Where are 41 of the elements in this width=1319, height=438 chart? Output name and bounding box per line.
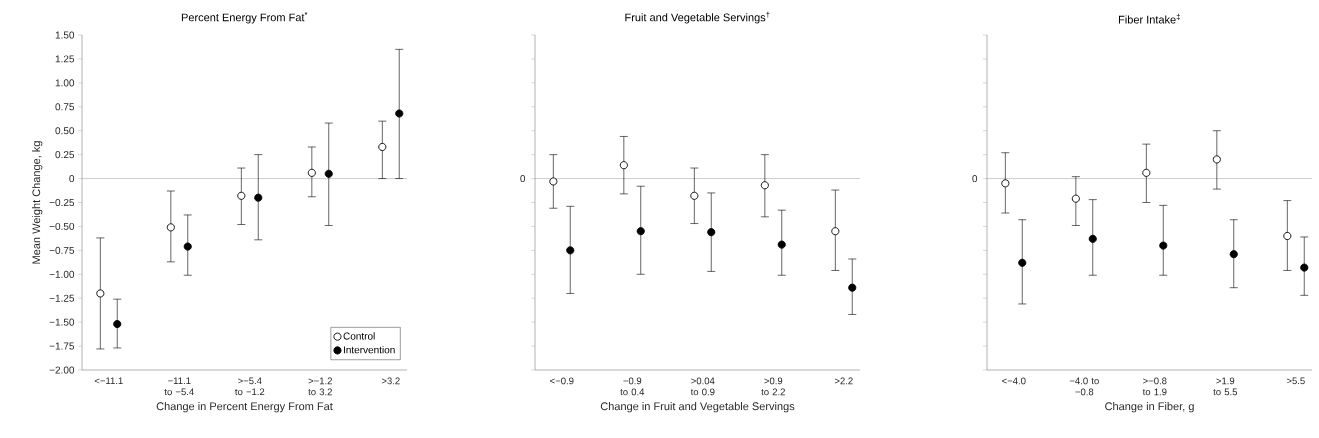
y-tick-label: −0.75 — [49, 246, 75, 254]
x-axis-title: Change in Fiber, g — [1105, 402, 1194, 413]
y-axis-title: Mean Weight Change, kg — [32, 141, 43, 264]
y-tick-label: 0.25 — [55, 151, 75, 159]
y-tick-label: −0.50 — [49, 222, 75, 230]
x-axis-title: Change in Fruit and Vegetable Servings — [600, 402, 795, 413]
chart-title: Percent Energy From Fat$^{*}$ — [181, 11, 308, 24]
x-tick-label: −11.1 to −5.4 — [164, 377, 194, 396]
ref-line-label: 0 — [520, 175, 526, 183]
x-tick-label: −0.9 to 0.4 — [620, 377, 645, 396]
x-tick-label: −4.0 to −0.8 — [1069, 377, 1099, 396]
ref-line-label: 0 — [972, 175, 978, 183]
x-axis-title: Change in Percent Energy From Fat — [156, 402, 333, 413]
x-tick-label: >5.5 — [1286, 377, 1305, 385]
x-tick-label: >−5.4 to −1.2 — [235, 377, 265, 396]
x-tick-label: <−4.0 — [1002, 377, 1026, 385]
y-tick-label: −0.25 — [49, 198, 75, 207]
legend-label: Intervention — [343, 346, 395, 354]
x-tick-label: >0.9 to 2.2 — [761, 377, 785, 396]
x-tick-label: >1.9 to 5.5 — [1213, 377, 1238, 396]
x-tick-label: <−11.1 — [94, 377, 123, 385]
y-tick-label: −1.50 — [49, 318, 75, 326]
y-tick-label: −1.00 — [49, 270, 75, 278]
y-tick-label: 1.50 — [55, 31, 75, 39]
y-tick-label: −1.75 — [49, 342, 75, 350]
x-tick-label: >−1.2 to 3.2 — [308, 377, 332, 396]
x-tick-label: >0.04 to 0.9 — [690, 377, 715, 396]
chart-title: Fiber Intake$^{‡}$ — [1118, 13, 1180, 24]
x-tick-label: <−0.9 — [550, 377, 574, 385]
x-tick-label: >−0.8 to 1.9 — [1142, 377, 1167, 396]
y-tick-label: 0.50 — [55, 127, 75, 135]
y-tick-label: 1.00 — [55, 79, 75, 87]
x-tick-label: >2.2 — [834, 377, 853, 385]
y-tick-label: 0 — [69, 175, 75, 183]
y-tick-label: 0.75 — [55, 103, 75, 111]
chart-title: Fruit and Vegetable Servings$^{†}$ — [625, 11, 770, 24]
legend-label: Control — [343, 332, 375, 340]
y-tick-label: −2.00 — [49, 366, 75, 374]
x-tick-label: >3.2 — [381, 377, 400, 385]
y-tick-label: 1.25 — [55, 55, 75, 63]
y-tick-label: −1.25 — [49, 294, 75, 302]
